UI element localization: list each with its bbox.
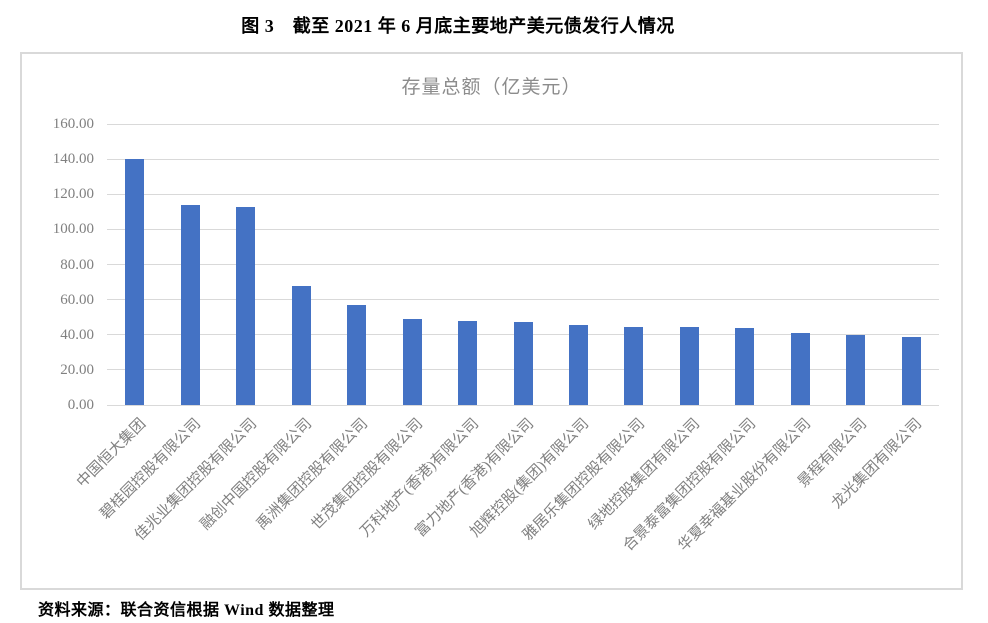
bar xyxy=(790,332,810,405)
bar xyxy=(513,322,533,405)
bar xyxy=(624,326,644,405)
gridline xyxy=(107,123,939,125)
gridline xyxy=(107,228,939,230)
bar xyxy=(901,336,921,405)
y-axis-tick-label: 0.00 xyxy=(67,397,94,413)
y-axis-tick-label: 60.00 xyxy=(60,291,94,308)
gridline xyxy=(107,404,939,406)
chart-container: 存量总额（亿美元） 0.00 20.00 40.00 60.00 80.00 100.00… xyxy=(20,52,963,590)
bar xyxy=(180,204,200,405)
gridline xyxy=(107,193,939,195)
bar xyxy=(679,326,699,405)
chart-title: 存量总额（亿美元） xyxy=(401,77,582,98)
bar xyxy=(291,285,311,405)
figure-title: 图 3 截至 2021 年 6 月底主要地产美元债发行人情况 xyxy=(241,16,675,36)
bar xyxy=(568,325,588,405)
y-axis-tick-label: 120.00 xyxy=(52,186,94,203)
y-axis-tick-label: 140.00 xyxy=(52,151,94,168)
bar xyxy=(735,327,755,405)
bar xyxy=(236,206,256,405)
bar xyxy=(125,159,145,405)
source-note: 资料来源：联合资信根据 Wind 数据整理 xyxy=(38,602,335,619)
bar xyxy=(347,304,367,405)
y-axis-tick-label: 40.00 xyxy=(60,326,94,343)
y-axis-tick-label: 20.00 xyxy=(60,361,94,378)
bar xyxy=(402,318,422,405)
bar xyxy=(458,320,478,405)
y-axis-tick-label: 80.00 xyxy=(60,256,94,273)
gridline xyxy=(107,158,939,160)
y-axis-tick-label: 160.00 xyxy=(52,116,94,132)
y-axis-tick-label: 100.00 xyxy=(52,221,94,238)
gridline xyxy=(107,264,939,265)
gridline xyxy=(107,299,939,301)
bar xyxy=(846,334,866,405)
